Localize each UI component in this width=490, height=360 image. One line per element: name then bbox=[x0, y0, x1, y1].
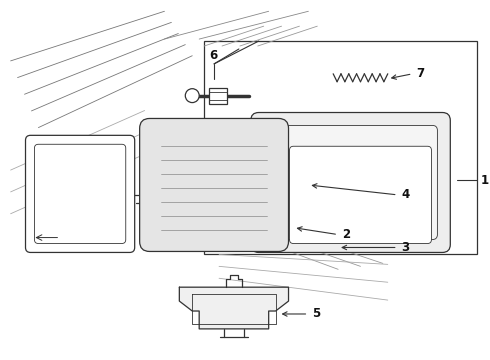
Text: 4: 4 bbox=[402, 188, 410, 201]
Text: 2: 2 bbox=[342, 228, 350, 241]
Text: 7: 7 bbox=[416, 67, 425, 80]
Text: 3: 3 bbox=[402, 241, 410, 254]
FancyBboxPatch shape bbox=[140, 118, 289, 252]
FancyBboxPatch shape bbox=[264, 125, 438, 239]
FancyBboxPatch shape bbox=[290, 146, 431, 243]
Bar bbox=[204, 41, 477, 255]
Circle shape bbox=[185, 89, 199, 103]
FancyBboxPatch shape bbox=[25, 135, 135, 252]
Text: 1: 1 bbox=[481, 174, 489, 186]
Polygon shape bbox=[179, 287, 289, 329]
Text: 5: 5 bbox=[312, 307, 320, 320]
Text: 6: 6 bbox=[209, 49, 218, 62]
FancyBboxPatch shape bbox=[251, 113, 450, 252]
FancyBboxPatch shape bbox=[34, 144, 126, 243]
Bar bbox=[209, 88, 227, 104]
